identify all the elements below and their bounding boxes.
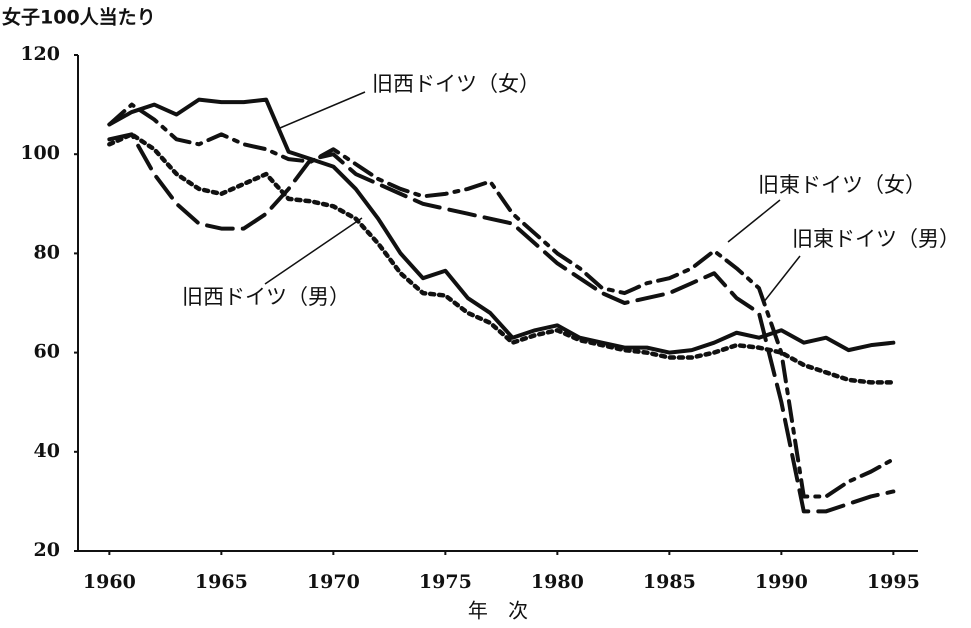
annotation: 旧西ドイツ（男） bbox=[182, 285, 350, 309]
x-axis-label: 年 次 bbox=[468, 599, 528, 623]
y-axis-label: 女子100人当たり bbox=[2, 6, 156, 29]
x-tick-label: 1985 bbox=[643, 571, 696, 593]
x-tick-label: 1990 bbox=[755, 571, 808, 593]
y-tick-label: 60 bbox=[34, 341, 60, 363]
arrow bbox=[762, 255, 801, 304]
y-tick-label: 20 bbox=[34, 539, 60, 561]
y-tick-label: 40 bbox=[34, 440, 60, 462]
annotation: 旧東ドイツ（男） bbox=[792, 227, 960, 251]
annotation: 旧東ドイツ（女） bbox=[758, 173, 926, 197]
annotation: 旧西ドイツ（女） bbox=[372, 72, 540, 96]
x-tick-label: 1965 bbox=[195, 571, 248, 593]
arrow bbox=[279, 91, 366, 129]
line-series bbox=[107, 102, 896, 499]
y-tick-label: 120 bbox=[20, 43, 60, 65]
line-series bbox=[107, 132, 896, 514]
x-tick-label: 1975 bbox=[419, 571, 472, 593]
x-tick-label: 1995 bbox=[867, 571, 920, 593]
arrow bbox=[264, 217, 363, 285]
line-series bbox=[107, 132, 896, 385]
x-tick-label: 1970 bbox=[307, 571, 360, 593]
x-tick-label: 1980 bbox=[531, 571, 584, 593]
line-series bbox=[107, 97, 896, 355]
y-tick-label: 80 bbox=[34, 241, 60, 263]
y-tick-label: 100 bbox=[20, 142, 60, 164]
arrow bbox=[727, 199, 781, 243]
x-tick-label: 1960 bbox=[83, 571, 136, 593]
